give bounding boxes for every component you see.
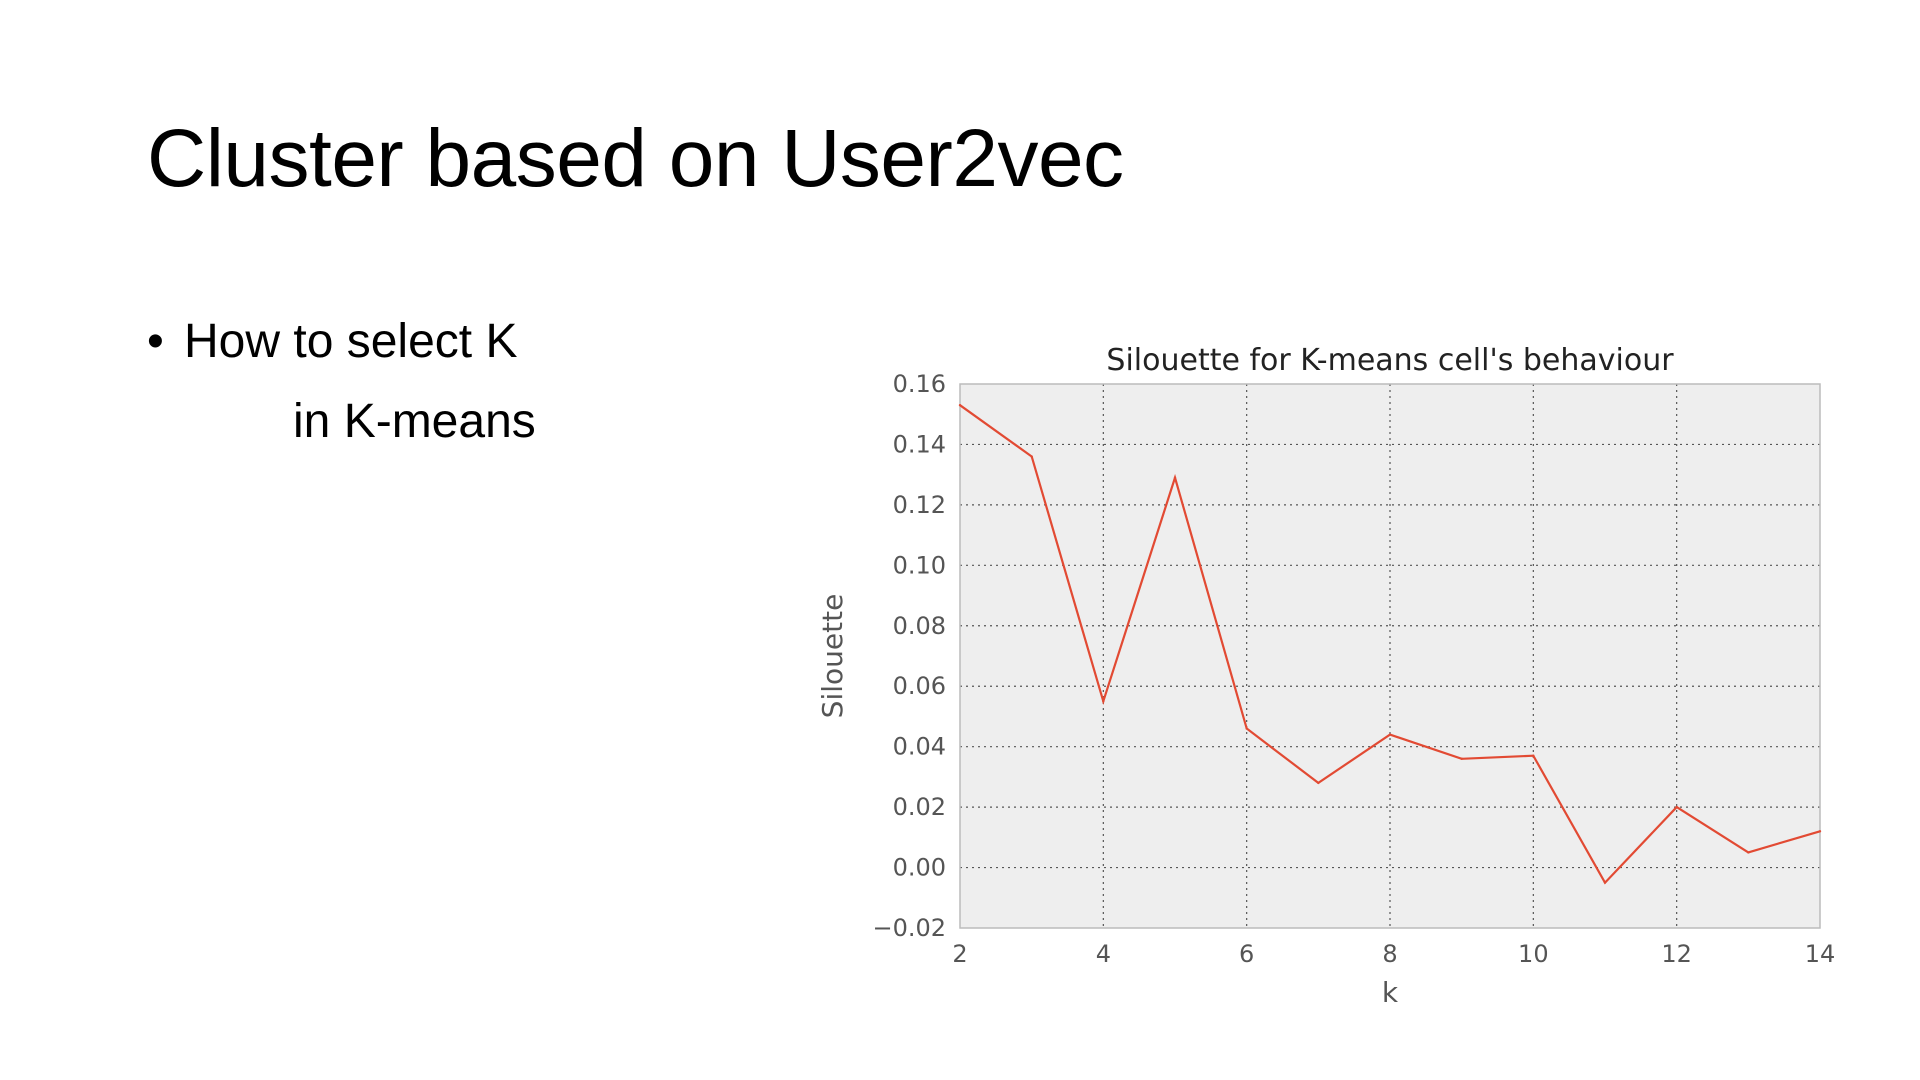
y-tick-label: 0.02 xyxy=(893,793,946,821)
y-tick-label: 0.10 xyxy=(893,551,946,579)
data-point xyxy=(1245,727,1248,730)
y-tick-label: 0.08 xyxy=(893,612,946,640)
x-gridlines xyxy=(1102,384,1678,928)
bullet-item: • How to select K xyxy=(147,312,536,372)
data-point xyxy=(1675,805,1678,809)
x-tick-label: 4 xyxy=(1096,940,1111,968)
y-tick-label: −0.02 xyxy=(872,914,946,942)
x-tick-label: 12 xyxy=(1661,940,1692,968)
bullet-text-line-2: in K-means xyxy=(293,395,536,448)
data-point xyxy=(1030,455,1033,458)
y-tick-label: 0.16 xyxy=(893,370,946,398)
data-point xyxy=(1173,476,1177,479)
y-axis-ticks: −0.02 0.00 0.02 0.04 0.06 0.08 0.10 0.12 0.14 0.1… xyxy=(872,370,946,942)
x-tick-label: 10 xyxy=(1518,940,1549,968)
data-point xyxy=(1317,781,1320,785)
x-axis-ticks: 2 4 6 8 10 12 14 xyxy=(952,940,1835,968)
series-points xyxy=(958,403,1822,884)
silhouette-chart: 2 4 6 8 10 12 14 −0.02 0.00 0.02 0.04 0.06 0.08 0.10… xyxy=(816,343,1835,1009)
slide-title: Cluster based on User2vec xyxy=(147,113,1124,204)
x-axis-label: k xyxy=(1382,976,1399,1009)
bullet-text-line-1: How to select K xyxy=(184,315,518,368)
x-tick-label: 14 xyxy=(1805,940,1836,968)
y-tick-label: 0.06 xyxy=(893,672,946,700)
x-tick-label: 8 xyxy=(1382,940,1397,968)
data-point xyxy=(1102,700,1105,703)
data-point xyxy=(1603,881,1607,884)
x-tick-label: 2 xyxy=(952,940,967,968)
data-point xyxy=(1818,830,1822,833)
data-point xyxy=(1532,754,1535,757)
y-tick-label: 0.12 xyxy=(893,491,946,519)
x-tick-label: 6 xyxy=(1239,940,1254,968)
y-tick-label: 0.14 xyxy=(893,430,946,458)
data-point xyxy=(958,403,962,407)
y-axis-label: Silouette xyxy=(816,594,849,719)
y-tick-label: 0.00 xyxy=(893,854,946,882)
bullet-list: • How to select K in K-means xyxy=(147,312,536,452)
bullet-mark: • xyxy=(147,315,164,368)
data-point xyxy=(1460,757,1463,760)
y-tick-label: 0.04 xyxy=(893,733,946,761)
data-point xyxy=(1388,733,1392,736)
chart-title: Silouette for K-means cell's behaviour xyxy=(1106,343,1674,378)
plot-frame xyxy=(959,383,1821,929)
data-point xyxy=(1747,851,1750,854)
